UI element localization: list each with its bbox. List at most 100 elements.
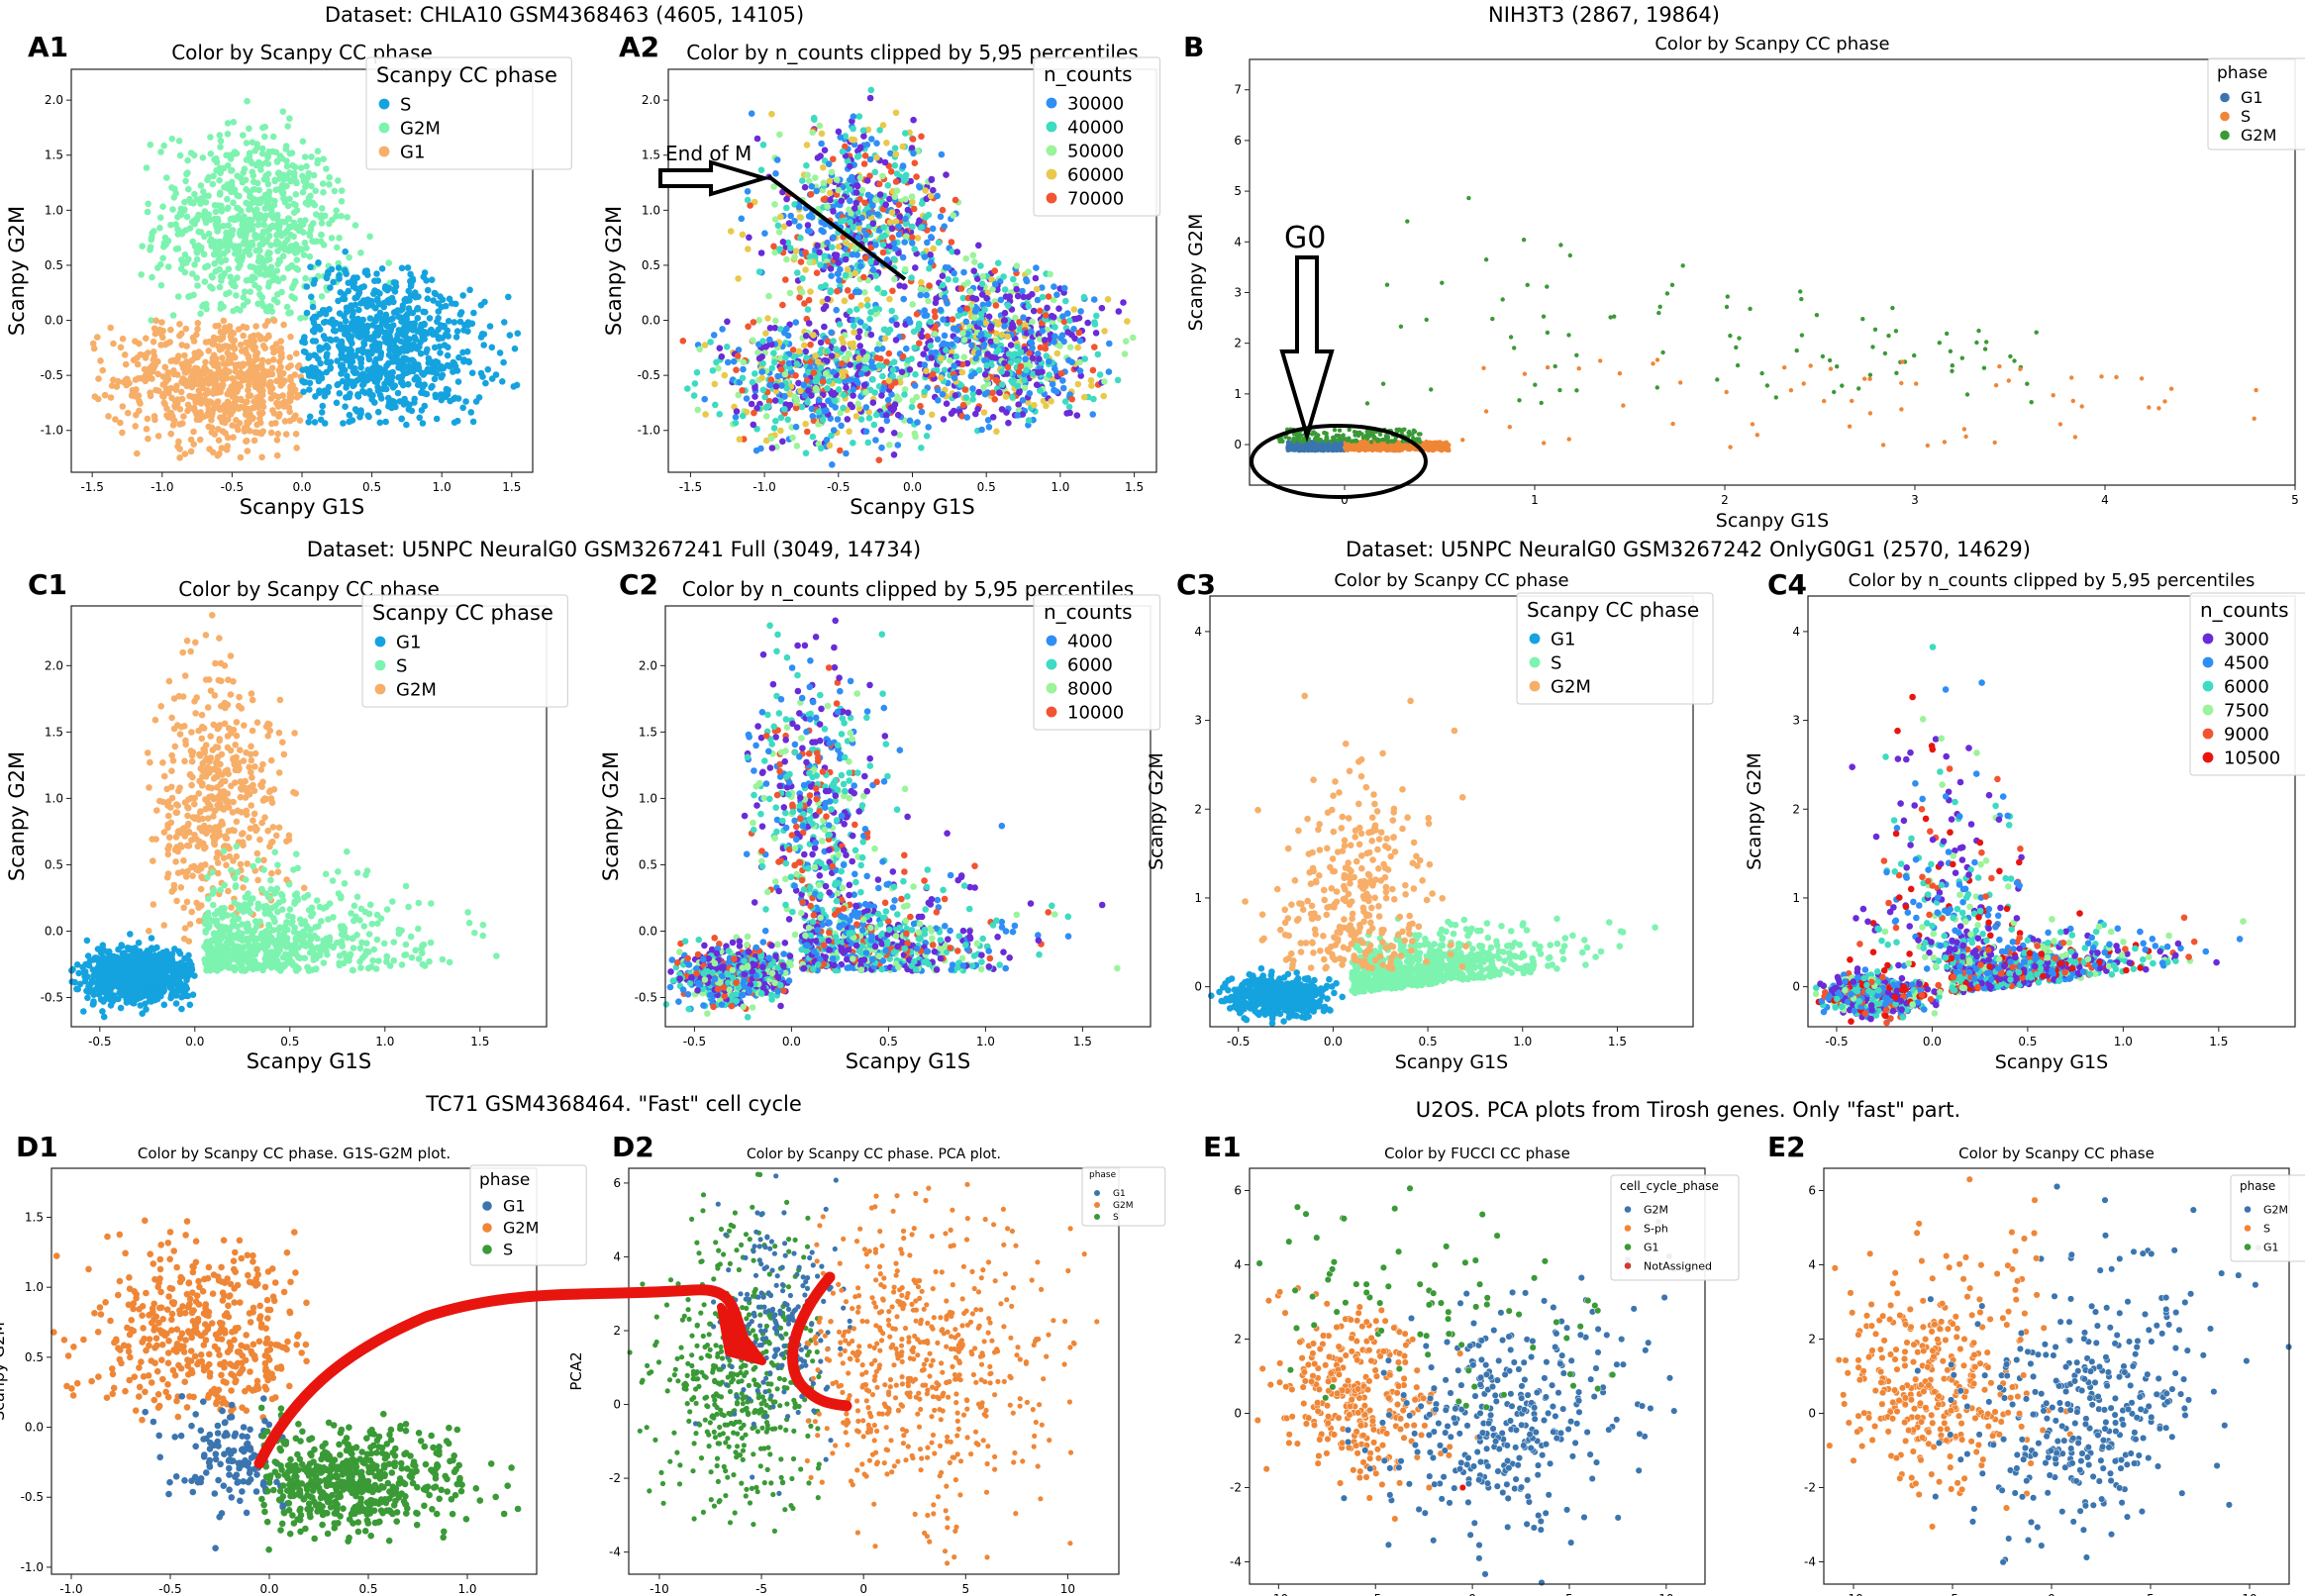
point bbox=[797, 258, 805, 265]
point bbox=[160, 142, 167, 150]
point bbox=[1001, 317, 1009, 324]
point bbox=[1023, 366, 1030, 374]
point bbox=[927, 250, 934, 258]
point bbox=[147, 141, 154, 149]
panel-label: A1 bbox=[28, 31, 68, 63]
point bbox=[771, 201, 778, 208]
point bbox=[1043, 352, 1051, 359]
point bbox=[354, 393, 362, 400]
point bbox=[376, 309, 384, 317]
point bbox=[1037, 344, 1045, 351]
point bbox=[868, 358, 875, 365]
point bbox=[777, 213, 784, 221]
point bbox=[752, 384, 758, 392]
point bbox=[970, 267, 977, 275]
point bbox=[287, 362, 295, 369]
point bbox=[181, 198, 188, 206]
point bbox=[260, 221, 268, 229]
point bbox=[914, 419, 921, 426]
point bbox=[419, 383, 427, 391]
point bbox=[278, 349, 285, 357]
point bbox=[923, 433, 931, 440]
point bbox=[499, 378, 506, 385]
point bbox=[209, 180, 217, 188]
point bbox=[850, 113, 857, 120]
point bbox=[364, 271, 371, 279]
point bbox=[960, 353, 968, 361]
point bbox=[891, 275, 898, 283]
point bbox=[193, 274, 200, 282]
point bbox=[691, 380, 699, 387]
point bbox=[860, 381, 868, 389]
point bbox=[469, 418, 477, 426]
point bbox=[896, 282, 903, 289]
point bbox=[935, 239, 943, 247]
point bbox=[1074, 344, 1081, 351]
point bbox=[984, 350, 991, 357]
point bbox=[857, 262, 864, 270]
point bbox=[767, 435, 775, 443]
point bbox=[195, 242, 202, 249]
point bbox=[881, 335, 889, 343]
point bbox=[804, 428, 811, 436]
point bbox=[872, 272, 880, 279]
point bbox=[336, 271, 343, 279]
point bbox=[1053, 349, 1061, 357]
point bbox=[191, 190, 198, 198]
chart-a2: -1.5 -1.0 -0.5 0.0 0.5 1.0 1.5-1.0-0.50.00.51.… bbox=[602, 31, 1161, 519]
point bbox=[208, 429, 216, 436]
point bbox=[940, 416, 948, 423]
point bbox=[886, 442, 893, 449]
y-axis-label: Scanpy G2M bbox=[5, 206, 29, 336]
point bbox=[280, 403, 288, 410]
point bbox=[948, 410, 955, 418]
point bbox=[871, 168, 879, 176]
point bbox=[293, 179, 300, 187]
point bbox=[709, 367, 717, 374]
point bbox=[743, 395, 751, 402]
point bbox=[927, 343, 934, 349]
point bbox=[791, 218, 798, 225]
point bbox=[383, 339, 391, 347]
point bbox=[975, 366, 983, 374]
point bbox=[185, 185, 192, 193]
point bbox=[317, 416, 325, 424]
point bbox=[338, 212, 345, 220]
point bbox=[1106, 340, 1113, 348]
point bbox=[1062, 297, 1069, 305]
point bbox=[992, 354, 999, 361]
point bbox=[338, 198, 346, 205]
point bbox=[872, 242, 879, 249]
point bbox=[1090, 395, 1097, 403]
point bbox=[940, 340, 948, 348]
point bbox=[873, 153, 880, 161]
point bbox=[335, 264, 343, 271]
point bbox=[318, 374, 326, 382]
point bbox=[133, 411, 140, 419]
point bbox=[158, 319, 165, 326]
point bbox=[847, 197, 853, 205]
point bbox=[803, 354, 810, 361]
point bbox=[1025, 417, 1033, 424]
point bbox=[812, 174, 819, 181]
point bbox=[338, 338, 346, 346]
point bbox=[336, 235, 343, 242]
point bbox=[134, 449, 141, 457]
point bbox=[884, 182, 892, 189]
point bbox=[1337, 446, 1342, 451]
point bbox=[1008, 324, 1015, 332]
point bbox=[1014, 412, 1021, 419]
point bbox=[770, 358, 778, 366]
point bbox=[893, 187, 901, 194]
point bbox=[306, 379, 314, 387]
point bbox=[830, 208, 837, 215]
point bbox=[303, 162, 310, 170]
point bbox=[912, 264, 919, 271]
point bbox=[159, 334, 166, 342]
point bbox=[978, 426, 985, 434]
point bbox=[909, 301, 916, 308]
point bbox=[826, 177, 834, 185]
point bbox=[201, 364, 209, 371]
point bbox=[229, 182, 236, 189]
point bbox=[348, 326, 355, 333]
